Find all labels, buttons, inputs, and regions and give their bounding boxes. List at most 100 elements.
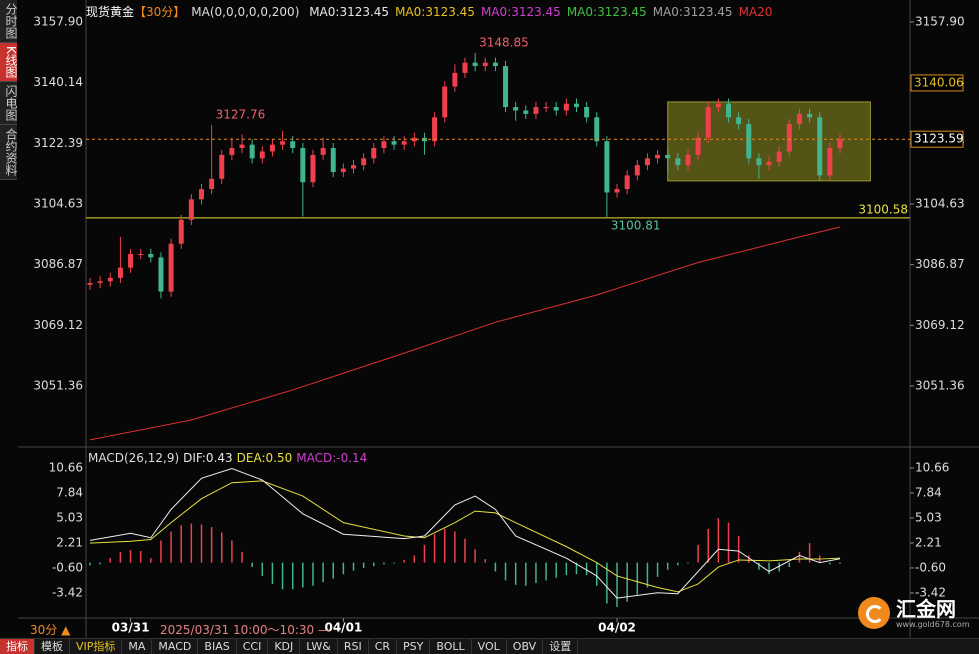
- y-tick-label: -0.60: [52, 560, 83, 574]
- ma-label: MA0:3123.45: [566, 5, 647, 19]
- candle-body: [533, 107, 539, 114]
- sidebar: 分时图 K线图 闪电图 合约资料: [0, 0, 18, 180]
- candle-body: [209, 178, 215, 190]
- y-tick-label: 3157.90: [33, 14, 83, 28]
- candle-body: [371, 148, 377, 159]
- chart-header: 现货黄金【30分】 MA(0,0,0,0,0,200) MA0:3123.45 MA…: [86, 3, 778, 20]
- logo-url: www.gold678.com: [896, 619, 970, 629]
- toolbar-tab[interactable]: VOL: [472, 639, 507, 654]
- candle-body: [117, 267, 123, 278]
- logo: 汇金网 www.gold678.com: [858, 597, 970, 629]
- y-tick-label: 3122.39: [33, 136, 83, 150]
- candle-body: [148, 253, 154, 258]
- candle-body: [442, 86, 448, 118]
- toolbar-tab[interactable]: RSI: [338, 639, 369, 654]
- candle-body: [736, 117, 742, 125]
- y-tick-label-right: 3086.87: [915, 257, 965, 271]
- toolbar-tab[interactable]: VIP指标: [70, 639, 123, 654]
- candle-body: [300, 148, 306, 183]
- x-tick-label: 04/01: [324, 621, 362, 635]
- toolbar-tab[interactable]: KDJ: [268, 639, 301, 654]
- toolbar-tab[interactable]: 指标: [0, 639, 35, 654]
- indicator: MA(0,0,0,0,0,200): [191, 5, 300, 19]
- candle-body: [219, 154, 225, 179]
- candle-body: [503, 66, 509, 108]
- candle-body: [432, 117, 438, 142]
- candle-body: [715, 103, 721, 108]
- candle-body: [310, 154, 316, 183]
- candle-body: [726, 103, 732, 118]
- toolbar-tab[interactable]: 设置: [543, 639, 579, 654]
- toolbar-tab[interactable]: 模板: [35, 639, 70, 654]
- candle-body: [614, 189, 620, 193]
- macd-legend: DEA:0.50: [236, 451, 293, 465]
- sidebar-tab[interactable]: 闪电图: [0, 81, 18, 125]
- toolbar-tab[interactable]: LW&: [300, 639, 338, 654]
- candle-body: [391, 141, 397, 145]
- y-tick-label-right: 3157.90: [915, 14, 965, 28]
- candle-body: [827, 148, 833, 176]
- toolbar-tab[interactable]: MA: [122, 639, 153, 654]
- candle-body: [665, 154, 671, 159]
- price-marker-box: [910, 74, 964, 92]
- y-tick-label-right: -3.42: [915, 585, 946, 599]
- period: 【30分】: [134, 5, 186, 19]
- candle-body: [280, 141, 286, 145]
- extreme-label: 3127.76: [216, 107, 266, 121]
- dea-line: [89, 480, 841, 593]
- candle-body: [796, 113, 802, 125]
- ma-label: MA0:3123.45: [480, 5, 561, 19]
- toolbar-tab[interactable]: CCI: [237, 639, 269, 654]
- candle-body: [756, 158, 762, 166]
- candle-body: [178, 219, 184, 244]
- candle-body: [594, 117, 600, 142]
- toolbar-tab[interactable]: BIAS: [198, 639, 237, 654]
- y-tick-label-right: 3051.36: [915, 378, 965, 392]
- candle-body: [543, 107, 549, 109]
- toolbar: 指标 模板 VIP指标 MA MACD BIAS CCI KDJ LW& RSI CR PSY BOLL…: [0, 638, 979, 654]
- y-tick-label: 3069.12: [33, 318, 83, 332]
- candle-body: [452, 72, 458, 87]
- candle-body: [675, 158, 681, 166]
- y-tick-label-right: 3069.12: [915, 318, 965, 332]
- candle-body: [107, 277, 113, 282]
- candle-body: [87, 283, 93, 285]
- macd-legend: DIF:0.43: [183, 451, 233, 465]
- candle-body: [766, 161, 772, 166]
- y-tick-label: 2.21: [56, 535, 83, 549]
- y-tick-label: 7.84: [56, 486, 83, 500]
- y-tick-label-right: 7.84: [915, 486, 942, 500]
- candle-body: [472, 62, 478, 67]
- candle-body: [138, 253, 144, 255]
- candle-body: [259, 151, 265, 159]
- chart-title: 现货黄金: [86, 5, 135, 19]
- candle-body: [786, 124, 792, 152]
- price-marker-label: 3140.06: [914, 75, 964, 89]
- y-tick-label-right: 3104.63: [915, 196, 965, 210]
- sidebar-tab[interactable]: 分时图: [0, 0, 18, 43]
- logo-icon: [858, 597, 890, 629]
- candle-body: [553, 107, 559, 111]
- candle-body: [229, 148, 235, 155]
- toolbar-tab[interactable]: MACD: [152, 639, 199, 654]
- candle-body: [462, 62, 468, 73]
- toolbar-tab[interactable]: OBV: [507, 639, 544, 654]
- sidebar-tab[interactable]: K线图: [0, 43, 18, 82]
- y-tick-label-right: 10.66: [915, 460, 949, 474]
- macd-header: MACD(26,12,9) DIF:0.43 DEA:0.50 MACD:-0.14: [88, 451, 371, 465]
- y-tick-label: 3086.87: [33, 257, 83, 271]
- sidebar-tab[interactable]: 合约资料: [0, 124, 18, 180]
- toolbar-tab[interactable]: BOLL: [430, 639, 472, 654]
- extreme-label: 3100.81: [611, 219, 661, 233]
- candle-body: [198, 189, 204, 200]
- toolbar-tab[interactable]: CR: [369, 639, 398, 654]
- candle-body: [695, 137, 701, 155]
- toolbar-tab[interactable]: PSY: [397, 639, 431, 654]
- period-button[interactable]: 30分 ▲: [30, 623, 71, 637]
- y-tick-label: 3051.36: [33, 378, 83, 392]
- candle-body: [776, 151, 782, 162]
- macd-legend: MACD:-0.14: [296, 451, 368, 465]
- candle-body: [705, 107, 711, 138]
- candle-body: [290, 141, 296, 149]
